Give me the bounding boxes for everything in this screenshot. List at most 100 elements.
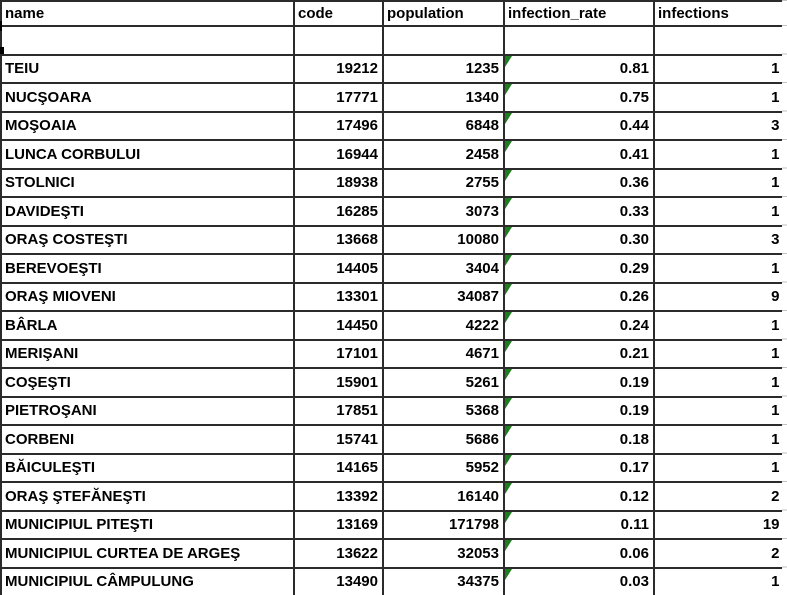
cell-population[interactable]: 5952	[382, 452, 505, 483]
column-header-code[interactable]: code	[293, 0, 384, 27]
cell-infection-rate[interactable]: 0.29	[503, 253, 655, 284]
cell-infection-rate-empty[interactable]	[503, 25, 655, 56]
cell-code[interactable]: 15741	[293, 424, 384, 455]
cell-infection-rate[interactable]: 0.11	[503, 509, 655, 540]
cell-population[interactable]: 5261	[382, 367, 505, 398]
cell-infection-rate[interactable]: 0.06	[503, 538, 655, 569]
cell-population[interactable]: 10080	[382, 224, 505, 255]
cell-population[interactable]: 171798	[382, 509, 505, 540]
cell-name[interactable]: COŞEŞTI	[0, 367, 295, 398]
cell-name[interactable]: MUNICIPIUL PITEŞTI	[0, 509, 295, 540]
cell-name[interactable]: BEREVOEŞTI	[0, 253, 295, 284]
cell-code[interactable]: 17101	[293, 338, 384, 369]
cell-code[interactable]: 16285	[293, 196, 384, 227]
cell-code[interactable]: 13301	[293, 281, 384, 312]
column-header-name[interactable]: name	[0, 0, 295, 27]
cell-name[interactable]: BÂRLA	[0, 310, 295, 341]
cell-name[interactable]: NUCŞOARA	[0, 82, 295, 113]
cell-infection-rate[interactable]: 0.19	[503, 367, 655, 398]
fill-handle[interactable]	[0, 47, 4, 54]
cell-name[interactable]: PIETROŞANI	[0, 395, 295, 426]
cell-code[interactable]: 14405	[293, 253, 384, 284]
cell-name[interactable]: DAVIDEŞTI	[0, 196, 295, 227]
cell-infection-rate[interactable]: 0.36	[503, 167, 655, 198]
cell-infections[interactable]: 1	[653, 310, 785, 341]
cell-infection-rate[interactable]: 0.30	[503, 224, 655, 255]
cell-infections[interactable]: 1	[653, 452, 785, 483]
cell-population[interactable]: 5686	[382, 424, 505, 455]
cell-infections[interactable]: 9	[653, 281, 785, 312]
cell-infection-rate[interactable]: 0.41	[503, 139, 655, 170]
cell-population[interactable]: 4222	[382, 310, 505, 341]
cell-name[interactable]: MOŞOAIA	[0, 110, 295, 141]
cell-infections[interactable]: 1	[653, 53, 785, 84]
cell-infections[interactable]: 2	[653, 481, 785, 512]
cell-infections[interactable]: 3	[653, 110, 785, 141]
cell-infection-rate[interactable]: 0.75	[503, 82, 655, 113]
cell-name[interactable]: ORAŞ ŞTEFĂNEŞTI	[0, 481, 295, 512]
cell-infections[interactable]: 1	[653, 566, 785, 595]
column-header-infections[interactable]: infections	[653, 0, 785, 27]
cell-infections[interactable]: 1	[653, 395, 785, 426]
cell-code[interactable]: 13392	[293, 481, 384, 512]
cell-infections[interactable]: 1	[653, 253, 785, 284]
cell-code[interactable]: 19212	[293, 53, 384, 84]
cell-infection-rate[interactable]: 0.24	[503, 310, 655, 341]
cell-population-empty[interactable]	[382, 25, 505, 56]
cell-name[interactable]: STOLNICI	[0, 167, 295, 198]
cell-code[interactable]: 17496	[293, 110, 384, 141]
cell-infections[interactable]: 1	[653, 424, 785, 455]
cell-infection-rate[interactable]: 0.12	[503, 481, 655, 512]
cell-name[interactable]: MUNICIPIUL CÂMPULUNG	[0, 566, 295, 595]
cell-infection-rate[interactable]: 0.81	[503, 53, 655, 84]
cell-population[interactable]: 16140	[382, 481, 505, 512]
cell-name-empty[interactable]	[0, 25, 295, 56]
cell-code[interactable]: 13169	[293, 509, 384, 540]
cell-code[interactable]: 15901	[293, 367, 384, 398]
cell-code[interactable]: 13668	[293, 224, 384, 255]
cell-population[interactable]: 2458	[382, 139, 505, 170]
cell-infection-rate[interactable]: 0.33	[503, 196, 655, 227]
cell-name[interactable]: LUNCA CORBULUI	[0, 139, 295, 170]
cell-name[interactable]: CORBENI	[0, 424, 295, 455]
cell-infections[interactable]: 1	[653, 338, 785, 369]
cell-code[interactable]: 13490	[293, 566, 384, 595]
cell-infections[interactable]: 3	[653, 224, 785, 255]
cell-code[interactable]: 17851	[293, 395, 384, 426]
cell-code[interactable]: 18938	[293, 167, 384, 198]
cell-infections[interactable]: 1	[653, 196, 785, 227]
cell-infection-rate[interactable]: 0.19	[503, 395, 655, 426]
cell-name[interactable]: MUNICIPIUL CURTEA DE ARGEŞ	[0, 538, 295, 569]
column-header-population[interactable]: population	[382, 0, 505, 27]
cell-name[interactable]: ORAŞ MIOVENI	[0, 281, 295, 312]
cell-population[interactable]: 1340	[382, 82, 505, 113]
cell-name[interactable]: MERIŞANI	[0, 338, 295, 369]
cell-infections-empty[interactable]	[653, 25, 785, 56]
cell-infections[interactable]: 1	[653, 82, 785, 113]
cell-population[interactable]: 32053	[382, 538, 505, 569]
cell-infection-rate[interactable]: 0.17	[503, 452, 655, 483]
cell-code[interactable]: 13622	[293, 538, 384, 569]
cell-infections[interactable]: 19	[653, 509, 785, 540]
cell-population[interactable]: 5368	[382, 395, 505, 426]
cell-population[interactable]: 2755	[382, 167, 505, 198]
cell-infections[interactable]: 2	[653, 538, 785, 569]
column-header-infection-rate[interactable]: infection_rate	[503, 0, 655, 27]
cell-infections[interactable]: 1	[653, 139, 785, 170]
cell-infection-rate[interactable]: 0.44	[503, 110, 655, 141]
cell-infection-rate[interactable]: 0.26	[503, 281, 655, 312]
cell-population[interactable]: 6848	[382, 110, 505, 141]
cell-code[interactable]: 14165	[293, 452, 384, 483]
cell-code[interactable]: 16944	[293, 139, 384, 170]
cell-infection-rate[interactable]: 0.03	[503, 566, 655, 595]
cell-name[interactable]: TEIU	[0, 53, 295, 84]
cell-code[interactable]: 17771	[293, 82, 384, 113]
cell-population[interactable]: 34375	[382, 566, 505, 595]
cell-code-empty[interactable]	[293, 25, 384, 56]
cell-population[interactable]: 1235	[382, 53, 505, 84]
cell-population[interactable]: 34087	[382, 281, 505, 312]
cell-name[interactable]: BĂICULEŞTI	[0, 452, 295, 483]
cell-population[interactable]: 4671	[382, 338, 505, 369]
cell-population[interactable]: 3404	[382, 253, 505, 284]
cell-name[interactable]: ORAŞ COSTEŞTI	[0, 224, 295, 255]
